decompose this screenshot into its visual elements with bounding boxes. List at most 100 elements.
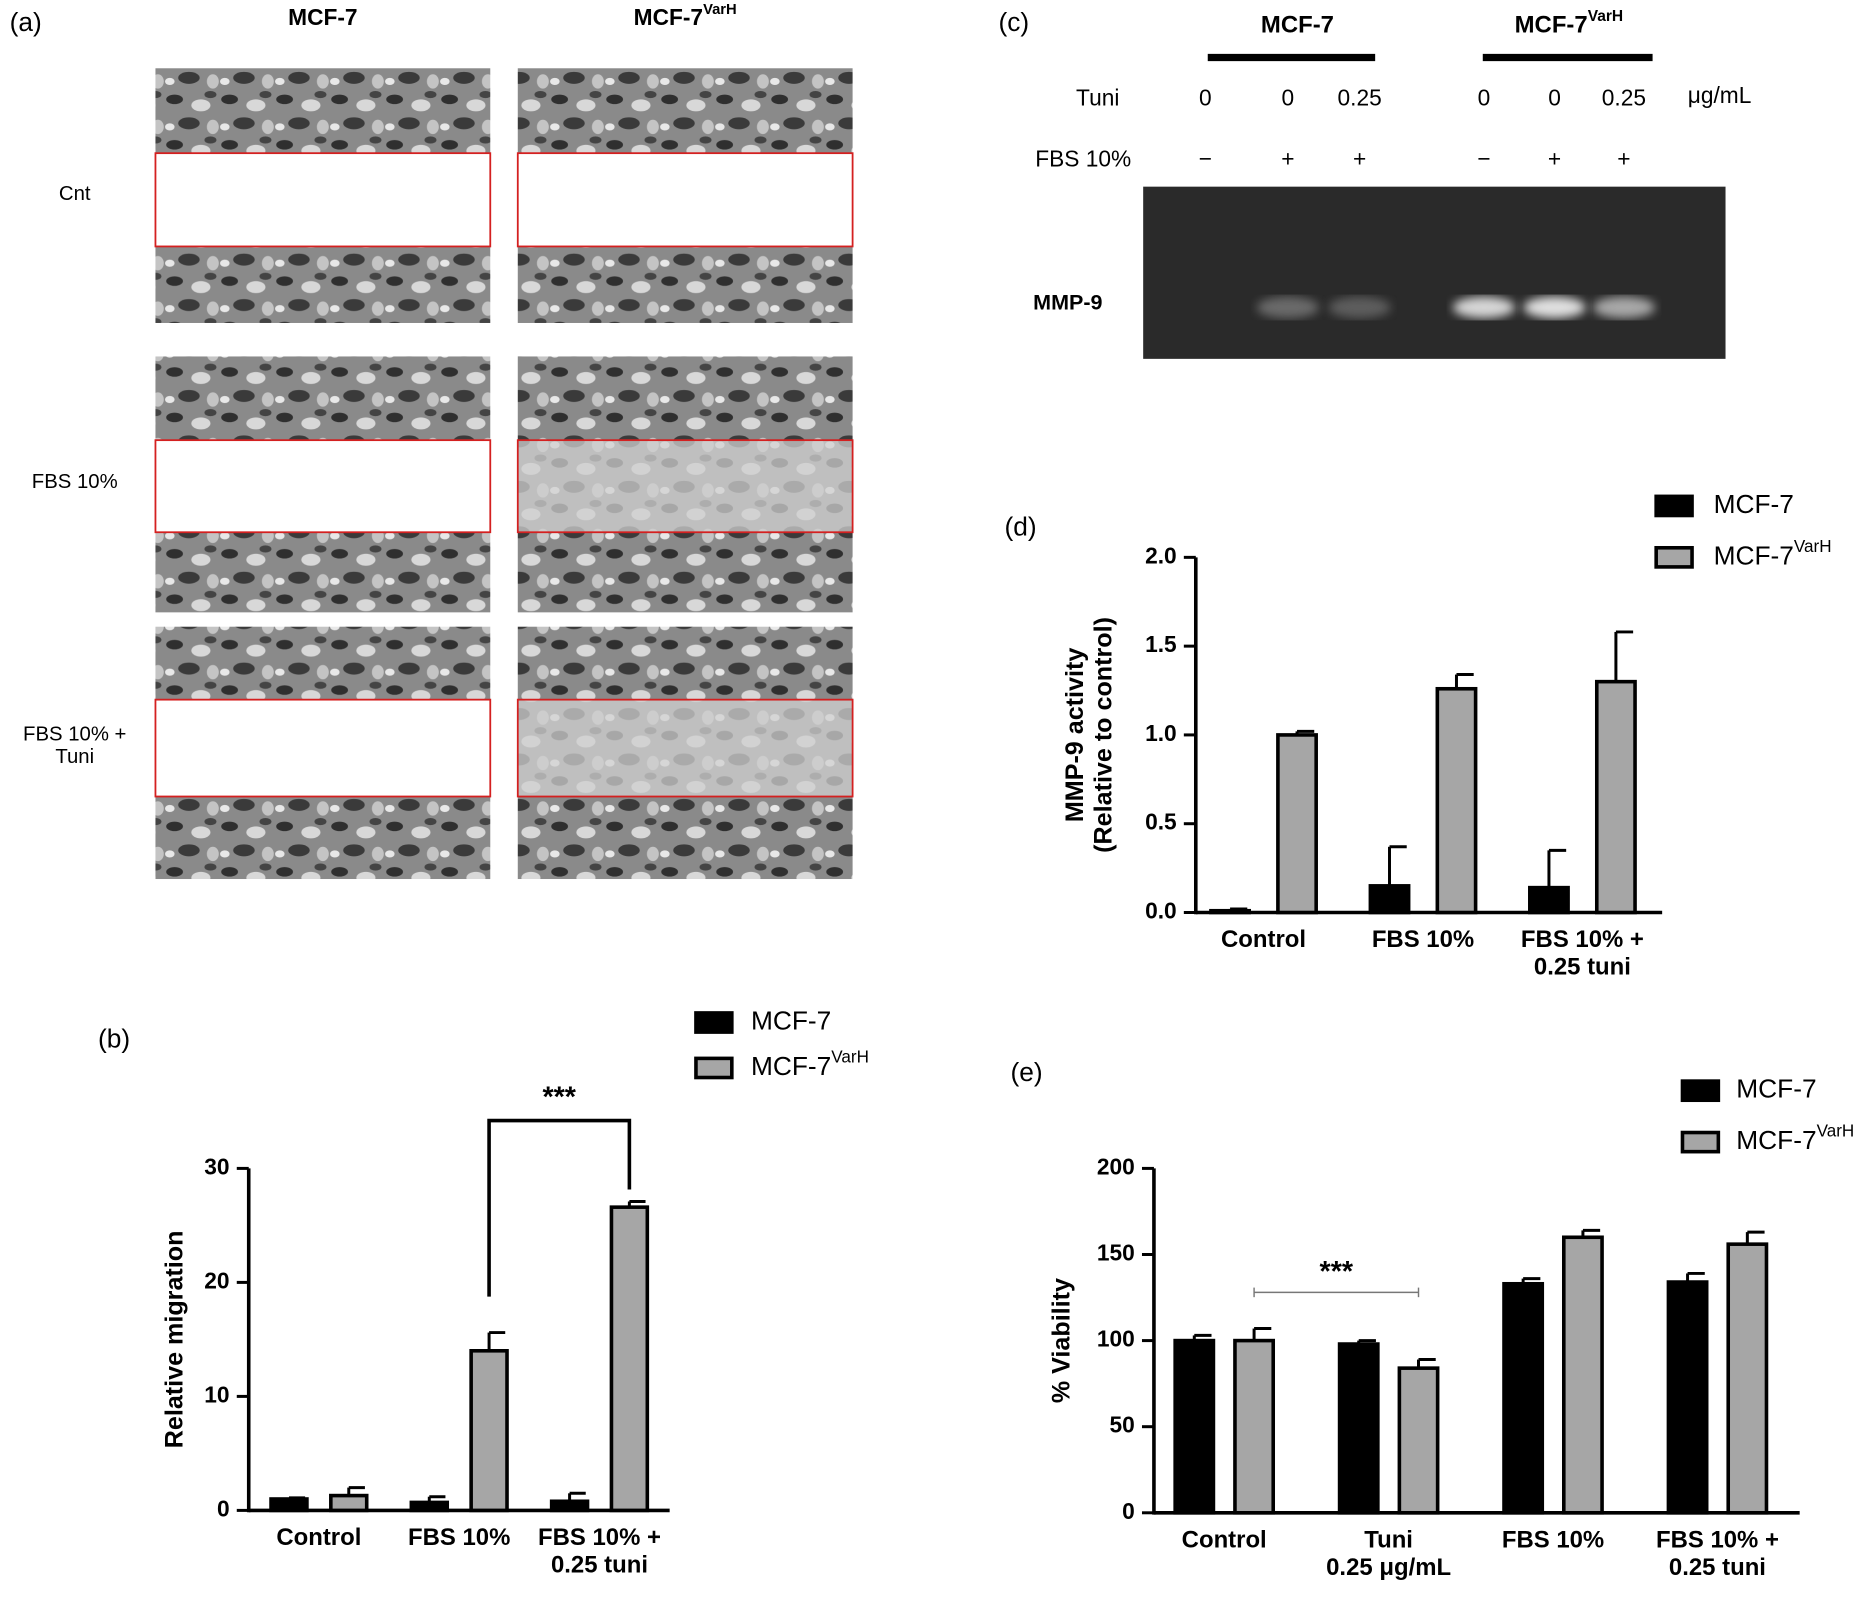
group-label: MCF-7 (1261, 12, 1334, 39)
legend-label-superscript: VarH (1817, 1121, 1855, 1140)
bar (1397, 1366, 1440, 1515)
y-tick-label: 2.0 (1145, 542, 1177, 568)
x-tick-label: FBS 10% (1371, 926, 1475, 954)
y-tick-label: 0.0 (1145, 898, 1177, 924)
lane-sign: − (1477, 145, 1490, 171)
bar (1209, 908, 1251, 915)
wound-gap (155, 699, 491, 797)
bar (1666, 1280, 1709, 1515)
group-label-base: MCF-7 (1261, 12, 1334, 39)
gel-band (1523, 296, 1586, 319)
group-label-superscript: VarH (1588, 8, 1623, 25)
bar (1233, 1338, 1276, 1515)
lane-sign: + (1353, 145, 1366, 171)
y-tick-label: 0 (217, 1495, 230, 1521)
lane-value: 0.25 (1602, 84, 1646, 110)
x-tick-label-box: FBS 10% + 0.25 tuni (537, 1524, 661, 1579)
bar (409, 1500, 450, 1513)
legend-label-base: MCF-7 (1714, 540, 1794, 570)
column-label: MCF-7 (288, 4, 357, 30)
y-tick-label: 0.5 (1145, 809, 1177, 835)
lane-sign: + (1548, 145, 1561, 171)
column-label: MCF-7VarH (634, 2, 737, 30)
y-axis-label: MMP-9 activity (1061, 648, 1089, 822)
y-axis-label: (Relative to control) (1090, 617, 1118, 853)
legend-swatch (694, 1056, 734, 1080)
row-label: FBS 10% (1035, 145, 1131, 171)
lane-value: 0.25 (1338, 84, 1382, 110)
bar (1726, 1242, 1769, 1515)
legend-swatch (1680, 1079, 1721, 1103)
x-tick-label: Control (1221, 926, 1307, 954)
legend-swatch (694, 1011, 734, 1034)
y-tick-label: 50 (1110, 1412, 1135, 1438)
legend-label: MCF-7 (1714, 489, 1794, 519)
y-tick-label: 1.5 (1145, 631, 1177, 657)
x-tick-label-box: Control (1221, 926, 1307, 954)
wound-box (516, 152, 854, 248)
x-tick-label-box: FBS 10% + 0.25 tuni (1656, 1527, 1779, 1581)
bar (1562, 1235, 1604, 1515)
x-tick-label-box: Control (276, 1524, 362, 1552)
x-tick-label-box: FBS 10% + 0.25 tuni (1520, 926, 1644, 981)
panel-label: (d) (1004, 512, 1036, 542)
gel-band (1592, 296, 1655, 319)
row-label: FBS 10% + Tuni (23, 721, 127, 768)
group-label-base: MCF-7 (1515, 12, 1588, 39)
wound-gap (517, 440, 853, 533)
bar (329, 1493, 369, 1513)
gel-band (1256, 296, 1319, 319)
significance-label: *** (542, 1082, 576, 1114)
lane-sign: + (1617, 145, 1630, 171)
bar (269, 1497, 309, 1513)
y-tick-label: 1.0 (1145, 720, 1177, 746)
wound-gap (155, 440, 491, 533)
lane-value: 0 (1548, 84, 1561, 110)
legend-swatch (1654, 494, 1694, 518)
panel-c: (c) (998, 7, 1726, 359)
bar (609, 1205, 650, 1513)
legend-label: MCF-7VarH (1736, 1121, 1854, 1155)
bar (469, 1349, 509, 1513)
significance-bracket (487, 1118, 632, 1297)
lane-sign: − (1199, 145, 1212, 171)
y-tick-label: 200 (1097, 1153, 1135, 1179)
x-tick-label: FBS 10% (408, 1524, 511, 1552)
bar (1368, 884, 1411, 915)
legend-label: MCF-7VarH (751, 1047, 869, 1081)
legend-label: MCF-7VarH (1714, 536, 1832, 570)
x-tick-label-box: Control (1182, 1527, 1267, 1553)
x-tick-label: FBS 10% + 0.25 tuni (537, 1524, 661, 1579)
unit-label: μg/mL (1688, 82, 1752, 108)
gel (1143, 186, 1726, 359)
bar (1435, 686, 1478, 915)
row-label: Tuni (1076, 84, 1119, 110)
x-tick-label: FBS 10% + 0.25 tuni (1520, 926, 1644, 981)
bar (1502, 1281, 1545, 1515)
bar (1594, 679, 1637, 915)
row-label: Cnt (58, 181, 91, 204)
wound-box (154, 439, 492, 534)
panel-label: (e) (1010, 1057, 1042, 1087)
row-label-box: FBS 10% (32, 470, 118, 493)
x-tick-label-box: FBS 10% (1502, 1527, 1604, 1553)
legend-label-base: MCF-7 (751, 1051, 831, 1081)
y-tick-label: 10 (204, 1381, 229, 1407)
row-label-box: FBS 10% + Tuni (23, 721, 127, 768)
legend-label-base: MCF-7 (1736, 1125, 1816, 1155)
wound-gap (517, 699, 853, 797)
bar (1276, 733, 1318, 915)
gel-band (1452, 296, 1516, 319)
legend-swatch (1654, 545, 1694, 569)
legend-swatch (1680, 1130, 1721, 1154)
legend-label-superscript: VarH (1794, 536, 1832, 555)
lane-sign: + (1281, 145, 1294, 171)
band-label: MMP-9 (1033, 291, 1102, 315)
y-tick-label: 100 (1097, 1326, 1135, 1352)
wound-gap (517, 153, 853, 247)
x-tick-label: Control (276, 1524, 362, 1552)
column-label-superscript: VarH (703, 2, 737, 18)
bar (1528, 885, 1570, 915)
bar (1337, 1342, 1380, 1515)
y-axis-label: Relative migration (160, 1231, 188, 1449)
